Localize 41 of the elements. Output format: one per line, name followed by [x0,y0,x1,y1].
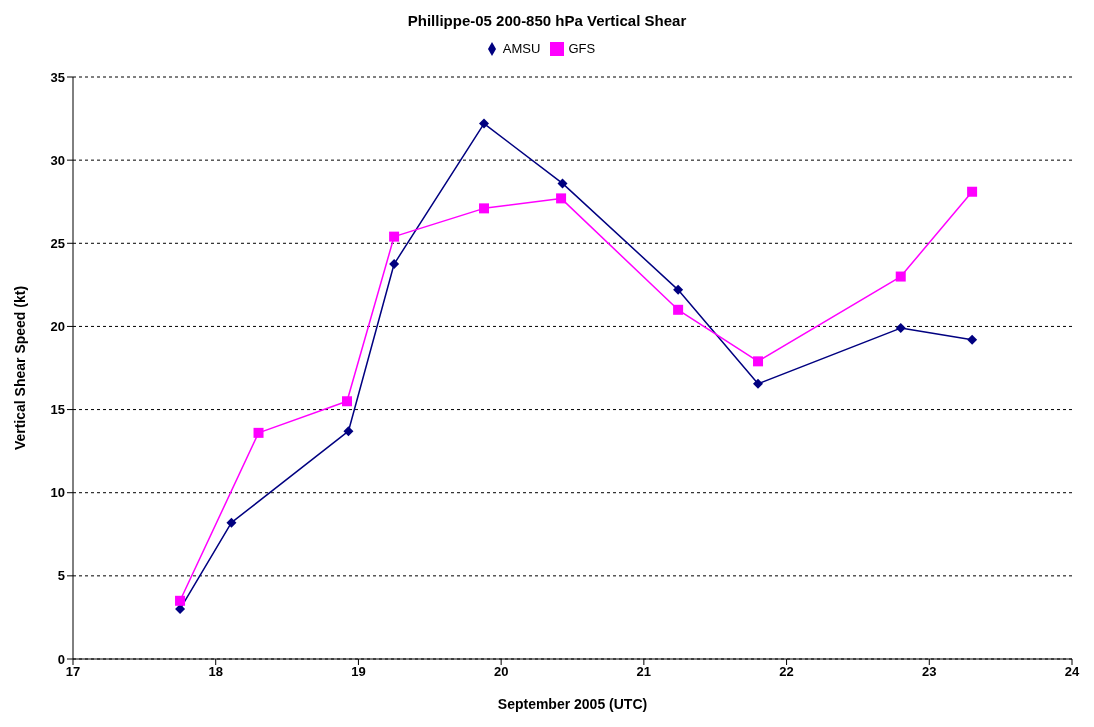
point [389,231,400,242]
legend-label: AMSU [502,41,541,56]
y-axis-title: Vertical Shear Speed (kt) [11,285,28,451]
y-tick-label: 10 [50,485,65,501]
y-tick-label: 35 [50,69,65,85]
point [753,378,764,389]
point [753,356,764,367]
point [479,118,490,129]
point [389,259,400,270]
x-tick-label: 19 [351,664,366,680]
point [673,304,684,315]
point [673,284,684,295]
x-axis-title: September 2005 (UTC) [497,696,648,712]
point [226,517,237,528]
y-tick-label: 15 [50,402,65,418]
point [253,427,264,438]
x-tick-label: 22 [779,664,794,680]
x-tick-label: 24 [1064,664,1080,680]
x-tick-label: 21 [636,664,652,680]
chart-title: Phillippe-05 200-850 hPa Vertical Shear [406,11,688,29]
y-tick-label: 30 [50,152,65,168]
y-tick-label: 20 [50,319,65,335]
y-tick-label: 0 [57,651,65,667]
x-tick-label: 17 [65,664,81,680]
point [967,334,978,345]
y-tick-label: 25 [50,235,65,251]
point [556,193,567,204]
point [479,203,490,214]
point [342,396,353,407]
x-tick-label: 18 [208,664,223,680]
point [557,178,568,189]
point [343,426,354,437]
y-tick-label: 5 [57,568,65,584]
x-tick-label: 23 [922,664,937,680]
point [967,186,978,197]
x-tick-label: 20 [493,664,509,680]
legend-label: GFS [568,41,596,56]
point [175,604,186,615]
point [895,323,906,334]
point [175,595,186,606]
point [895,271,906,282]
